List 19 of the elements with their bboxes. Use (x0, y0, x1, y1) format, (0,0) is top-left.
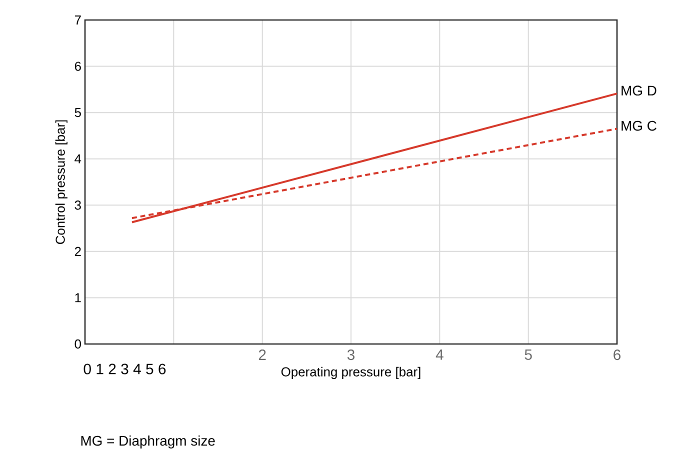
y-tick-label: 3 (74, 200, 81, 210)
x-axis-title: Operating pressure [bar] (281, 366, 420, 380)
y-axis-title: Control pressure [bar] (55, 120, 68, 244)
x-tick-label: 6 (614, 350, 621, 360)
x-tick-label: 4 (436, 350, 444, 360)
y-tick-label: 0 (74, 339, 81, 349)
x-tick-label: 5 (524, 350, 532, 360)
y-tick-label: 2 (74, 246, 81, 256)
y-tick-label: 7 (74, 16, 81, 24)
y-tick-label: 4 (74, 154, 82, 164)
x-tick-label: 2 (258, 350, 266, 360)
y-tick-label: 6 (74, 62, 81, 71)
series-label: MG D (622, 86, 656, 96)
text: MG = Diaphragm size (81, 435, 215, 448)
series-label: MG C (622, 120, 656, 131)
text: 0 1 2 3 4 5 6 (84, 364, 166, 374)
y-tick-label: 1 (75, 293, 81, 302)
x-tick-label: 3 (347, 350, 355, 360)
y-tick-label: 5 (74, 108, 81, 118)
